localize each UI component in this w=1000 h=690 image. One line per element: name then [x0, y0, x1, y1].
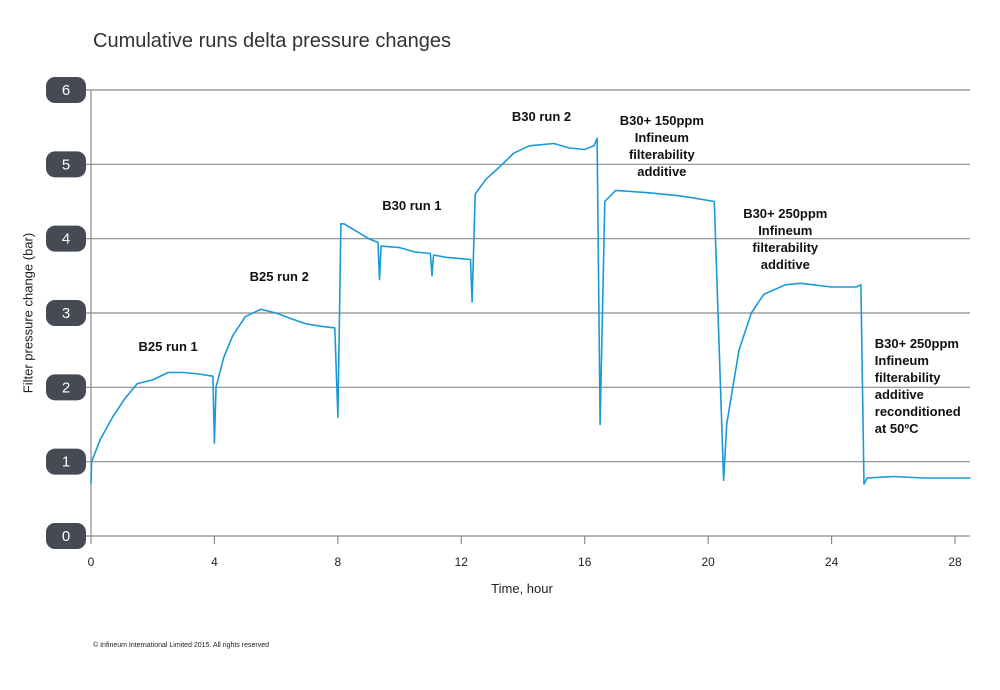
- annotation: B30+ 250ppm Infineum filterability additive…: [875, 335, 961, 437]
- x-tick-label: 20: [701, 555, 715, 569]
- annotation-line: B25 run 1: [138, 339, 198, 355]
- x-tick-label: 0: [88, 555, 95, 569]
- annotation: B30 run 2: [512, 108, 571, 125]
- annotation-line: reconditioned: [874, 403, 961, 419]
- y-tick-label: 3: [62, 305, 70, 322]
- series-line: [90, 137, 971, 485]
- y-tick-label: 5: [62, 156, 70, 173]
- annotation: B25 run 2: [250, 268, 309, 285]
- annotation-line: at 50ºC: [874, 420, 919, 436]
- annotation-line: filterability: [752, 239, 819, 255]
- copyright: © Infineum International Limited 2015. A…: [93, 642, 269, 649]
- y-tick-pill: [46, 151, 86, 178]
- annotation-line: B30+ 250ppm: [743, 205, 828, 221]
- y-tick-label: 0: [62, 528, 70, 545]
- x-tick-label: 16: [578, 555, 592, 569]
- y-tick-pill: [46, 300, 86, 326]
- annotation-line: B30+ 250ppm: [874, 335, 959, 351]
- x-axis-label: Time, hour: [491, 581, 553, 596]
- annotation: B30+ 150ppm Infineum filterability additive: [620, 112, 704, 180]
- x-tick-label: 8: [335, 555, 342, 569]
- y-tick-pill: [46, 448, 86, 475]
- y-tick-label: 1: [62, 454, 70, 471]
- annotation: B25 run 1: [139, 338, 198, 355]
- annotation: B30 run 1: [382, 197, 441, 214]
- annotation-line: B30 run 1: [382, 198, 442, 214]
- chart-title: Cumulative runs delta pressure changes: [93, 30, 451, 52]
- y-tick-label: 4: [62, 231, 70, 248]
- annotation-line: additive: [637, 163, 687, 179]
- annotation-line: Infineum: [874, 352, 929, 368]
- y-tick-pill: [46, 523, 86, 549]
- x-tick-label: 24: [825, 555, 839, 569]
- x-tick-label: 28: [948, 555, 962, 569]
- y-tick-pill: [46, 374, 86, 401]
- annotation-line: additive: [874, 386, 924, 402]
- y-tick-pill: [46, 77, 86, 103]
- x-tick-label: 4: [211, 555, 218, 569]
- x-tick-label: 12: [455, 555, 469, 569]
- annotation-line: filterability: [628, 146, 695, 162]
- annotation-line: filterability: [874, 369, 941, 385]
- y-tick-label: 6: [62, 82, 70, 99]
- annotation-line: additive: [760, 256, 810, 272]
- annotation-line: Infineum: [634, 129, 689, 145]
- y-tick-label: 2: [62, 379, 70, 396]
- annotation-line: Infineum: [758, 222, 813, 238]
- annotation-line: B30+ 150ppm: [619, 112, 704, 128]
- y-tick-pill: [46, 225, 86, 252]
- annotation: B30+ 250ppm Infineum filterability additive: [743, 205, 827, 273]
- annotation-line: B25 run 2: [249, 268, 309, 284]
- annotation-line: B30 run 2: [511, 109, 572, 125]
